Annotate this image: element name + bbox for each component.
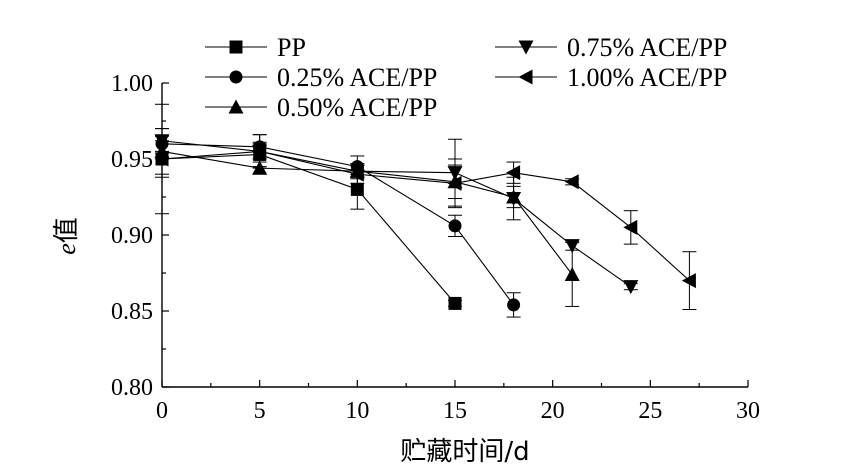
legend-label: 1.00% ACE/PP xyxy=(567,63,727,92)
y-tick-label: 0.90 xyxy=(111,223,153,249)
legend-marker xyxy=(229,70,243,84)
point-4-7 xyxy=(681,273,696,289)
point-4-6 xyxy=(623,219,638,235)
point-3-5 xyxy=(564,239,580,254)
legend-label: 0.75% ACE/PP xyxy=(567,33,727,62)
point-4-1 xyxy=(252,143,267,159)
y-axis-title-italic: e xyxy=(52,243,81,255)
legend-marker xyxy=(518,69,533,85)
y-axis-title-rest: 值 xyxy=(52,217,82,243)
y-tick-label: 0.80 xyxy=(111,375,153,401)
point-4-0 xyxy=(154,151,169,167)
y-tick-label: 1.00 xyxy=(111,71,153,97)
x-tick-label: 25 xyxy=(638,398,662,424)
legend-marker xyxy=(518,40,534,55)
x-tick-label: 10 xyxy=(345,398,369,424)
point-2-5 xyxy=(564,267,580,282)
x-tick-label: 15 xyxy=(443,398,467,424)
point-3-4 xyxy=(506,192,522,207)
point-4-3 xyxy=(447,175,462,191)
y-tick-label: 0.95 xyxy=(111,147,153,173)
legend-label: PP xyxy=(277,33,306,62)
legend-label: 0.50% ACE/PP xyxy=(277,93,437,122)
point-4-5 xyxy=(564,174,579,190)
y-axis-title: e值 xyxy=(52,217,82,255)
legend-marker xyxy=(228,99,244,114)
x-axis-title: 贮藏时间/d xyxy=(400,437,529,467)
point-1-3 xyxy=(448,219,462,233)
point-3-6 xyxy=(623,280,639,295)
point-1-4 xyxy=(507,298,521,312)
point-0-2 xyxy=(350,182,364,196)
point-4-4 xyxy=(506,165,521,181)
series-line-2 xyxy=(161,150,573,275)
legend-label: 0.25% ACE/PP xyxy=(277,63,437,92)
x-tick-label: 20 xyxy=(541,398,565,424)
x-tick-label: 0 xyxy=(156,398,168,424)
series-line-0 xyxy=(161,153,456,304)
y-tick-label: 0.85 xyxy=(111,299,153,325)
point-0-3 xyxy=(448,296,462,310)
x-tick-label: 30 xyxy=(736,398,760,424)
legend-marker xyxy=(229,40,243,54)
series-line-4 xyxy=(161,150,690,282)
x-tick-label: 5 xyxy=(254,398,266,424)
series-line-3 xyxy=(161,140,632,288)
point-4-2 xyxy=(349,166,364,182)
